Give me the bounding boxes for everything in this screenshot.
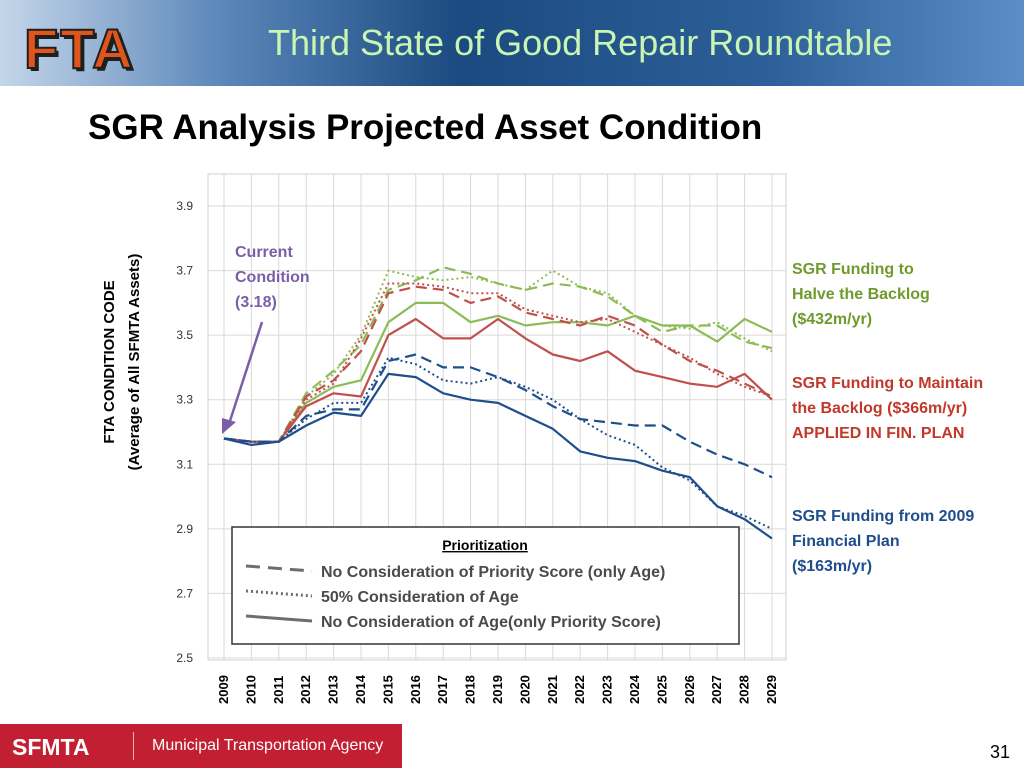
series-group-label-line: APPLIED IN FIN. PLAN — [792, 425, 964, 442]
x-tick-label: 2016 — [408, 675, 423, 704]
series-group-label-line: ($163m/yr) — [792, 558, 872, 575]
legend-swatch-dashed — [245, 564, 313, 573]
x-tick-label: 2012 — [298, 675, 313, 704]
x-tick-label: 2029 — [764, 675, 779, 704]
series-line-dotted — [223, 356, 773, 530]
series-line-solid — [223, 317, 773, 443]
annotation-arrow-head — [222, 418, 236, 434]
series-line-solid — [223, 301, 773, 443]
series-group-label-line: Financial Plan — [792, 533, 900, 550]
x-tick-label: 2027 — [709, 675, 724, 704]
y-tick-label: 3.5 — [176, 328, 193, 342]
y-tick-label: 3.3 — [176, 393, 193, 407]
x-tick-label: 2010 — [243, 675, 258, 704]
legend-swatch-solid — [245, 614, 313, 623]
series-group-label-line: SGR Funding to Maintain — [792, 375, 983, 392]
asset-condition-chart: 3.9 3.7 3.5 3.3 3.1 2.9 2.7 2.5 2009 2010 2011 201… — [101, 173, 983, 704]
page-number: 31 — [990, 742, 1011, 762]
series-group-label-line: Halve the Backlog — [792, 286, 930, 303]
series-group-label-line: the Backlog ($366m/yr) — [792, 400, 967, 417]
sfmta-logo: SFMTA — [12, 734, 90, 760]
legend-item-label: 50% Consideration of Age — [321, 589, 519, 606]
header-banner: FTA Third State of Good Repair Roundtabl… — [0, 0, 1024, 86]
legend-swatch-dotted — [245, 589, 313, 598]
legend-box — [231, 526, 740, 645]
footer-agency-name: Municipal Transportation Agency — [152, 737, 384, 754]
y-axis-label: FTA CONDITION CODE (Average of All SFMTA … — [101, 254, 143, 471]
y-tick-labels: 3.9 3.7 3.5 3.3 3.1 2.9 2.7 2.5 — [176, 199, 193, 665]
x-tick-label: 2023 — [600, 675, 615, 704]
x-tick-label: 2020 — [517, 675, 532, 704]
x-tick-label: 2018 — [463, 675, 478, 704]
annotation-text-line: (3.18) — [235, 294, 277, 311]
y-axis-label-line: FTA CONDITION CODE — [101, 280, 118, 443]
series-line-dashed — [223, 266, 773, 443]
y-tick-label: 2.5 — [176, 651, 193, 665]
series-line-dotted — [223, 282, 773, 443]
annotation-text-line: Condition — [235, 269, 310, 286]
x-tick-label: 2026 — [682, 675, 697, 704]
legend-item-label: No Consideration of Age(only Priority Sc… — [321, 614, 661, 631]
legend-title: Prioritization — [442, 537, 528, 553]
series-group-label-line: SGR Funding to — [792, 261, 914, 278]
x-tick-label: 2013 — [326, 675, 341, 704]
x-tick-labels: 2009 2010 2011 2012 2013 2014 2015 2016 2017 2018… — [216, 674, 779, 704]
series-line-solid — [223, 372, 773, 540]
y-tick-label: 2.7 — [176, 586, 193, 600]
y-tick-label: 3.7 — [176, 264, 193, 278]
y-tick-label: 3.9 — [176, 199, 193, 213]
x-tick-label: 2028 — [737, 675, 752, 704]
x-tick-label: 2024 — [627, 674, 642, 704]
series-group-label-line: ($432m/yr) — [792, 311, 872, 328]
footer-divider — [133, 732, 134, 760]
header-title: Third State of Good Repair Roundtable — [268, 22, 893, 63]
y-tick-label: 3.1 — [176, 457, 193, 471]
x-tick-label: 2022 — [572, 675, 587, 704]
series-line-dashed — [223, 285, 773, 443]
x-tick-label: 2014 — [353, 674, 368, 704]
x-tick-label: 2017 — [435, 675, 450, 704]
current-condition-annotation: Current Condition (3.18) — [222, 244, 310, 434]
fta-logo: FTA — [23, 17, 135, 80]
series-group-labels: SGR Funding to Halve the Backlog ($432m/yr… — [792, 261, 983, 575]
annotation-text-line: Current — [235, 244, 293, 261]
x-tick-label: 2025 — [654, 675, 669, 704]
y-axis-label-line: (Average of All SFMTA Assets) — [126, 254, 143, 471]
series-lines — [223, 266, 773, 540]
x-tick-label: 2021 — [545, 675, 560, 704]
x-tick-label: 2015 — [380, 675, 395, 704]
legend: Prioritization No Consideration of Priori… — [231, 526, 740, 645]
slide-title: SGR Analysis Projected Asset Condition — [88, 108, 763, 147]
x-tick-label: 2019 — [490, 675, 505, 704]
footer-bar: SFMTA Municipal Transportation Agency — [0, 724, 402, 768]
x-tick-label: 2011 — [271, 676, 286, 704]
legend-item-label: No Consideration of Priority Score (only… — [321, 564, 665, 581]
x-tick-label: 2009 — [216, 675, 231, 704]
annotation-arrow-shaft — [227, 321, 264, 425]
y-tick-label: 2.9 — [176, 522, 193, 536]
series-group-label-line: SGR Funding from 2009 — [792, 508, 974, 525]
